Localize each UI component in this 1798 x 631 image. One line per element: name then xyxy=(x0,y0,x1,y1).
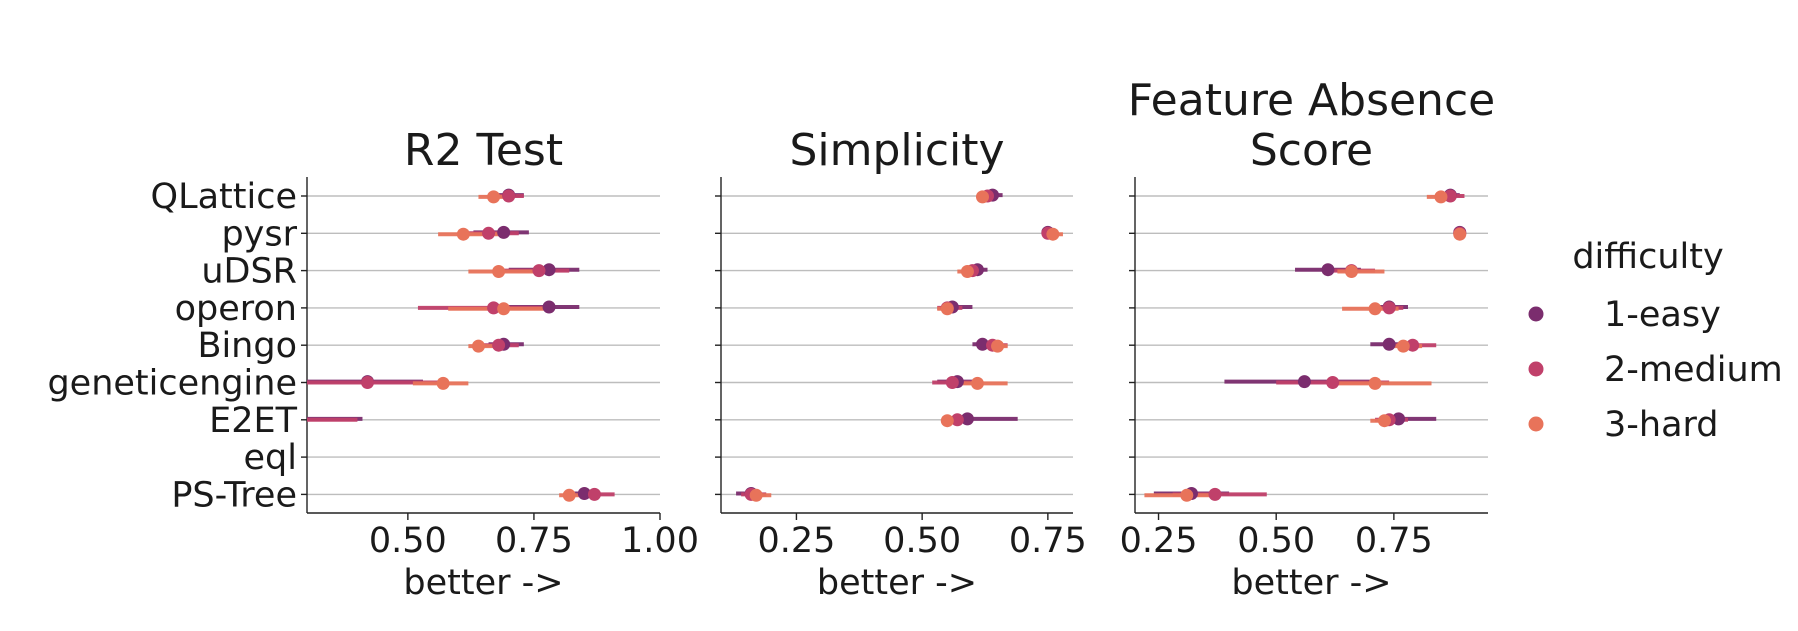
data-point xyxy=(492,338,506,352)
legend-marker xyxy=(1528,306,1544,322)
data-point xyxy=(542,263,556,277)
category-label: PS-Tree xyxy=(171,475,297,515)
category-label: geneticengine xyxy=(47,364,297,404)
data-point xyxy=(436,376,450,390)
panel-title: Score xyxy=(1250,125,1373,176)
data-point xyxy=(749,488,763,502)
legend-marker xyxy=(1528,361,1544,377)
data-point xyxy=(950,413,964,427)
data-point xyxy=(1392,412,1406,426)
x-tick-label: 0.50 xyxy=(369,521,447,561)
data-point xyxy=(1368,376,1382,390)
data-point xyxy=(945,376,959,389)
data-point xyxy=(1382,337,1396,351)
legend-title: difficulty xyxy=(1572,237,1723,277)
data-point xyxy=(1443,189,1457,203)
x-tick-label: 0.75 xyxy=(495,521,573,561)
x-tick-label: 0.75 xyxy=(1009,521,1087,561)
data-point xyxy=(482,226,496,240)
data-point xyxy=(1396,339,1410,353)
x-tick-label: 0.25 xyxy=(757,521,835,561)
data-point xyxy=(1046,227,1060,241)
panel-data xyxy=(1144,188,1467,502)
data-point xyxy=(1326,376,1340,389)
category-label: Bingo xyxy=(197,326,297,366)
legend: difficulty 1-easy 2-medium 3-hard xyxy=(1528,237,1783,445)
panel-1: 0.50 0.75 1.00 better -> R2 Test QLatticepysr… xyxy=(47,125,699,603)
x-tick-label: 0.75 xyxy=(1355,521,1433,561)
panel-title: R2 Test xyxy=(404,125,563,176)
data-point xyxy=(940,414,954,428)
panels: 0.50 0.75 1.00 better -> R2 Test QLatticepysr… xyxy=(47,75,1495,603)
category-label: E2ET xyxy=(209,401,297,441)
data-point xyxy=(970,376,984,390)
category-label: QLattice xyxy=(151,177,297,217)
data-point xyxy=(1180,488,1194,502)
data-point xyxy=(960,412,974,426)
data-point xyxy=(991,339,1005,353)
data-point xyxy=(532,264,546,278)
category-label: pysr xyxy=(221,214,297,254)
data-point xyxy=(361,376,375,389)
panel-title: Feature Absence xyxy=(1128,75,1495,126)
x-axis-label: better -> xyxy=(1231,563,1391,603)
x-axis-label: better -> xyxy=(817,563,977,603)
data-point xyxy=(497,225,511,239)
data-point xyxy=(1406,338,1420,352)
x-axis-label: better -> xyxy=(403,563,563,603)
x-tick-label: 0.50 xyxy=(883,521,961,561)
data-point xyxy=(975,337,989,351)
data-point xyxy=(1321,263,1335,277)
data-point xyxy=(1297,375,1311,389)
data-point xyxy=(1382,301,1396,315)
x-tick-label: 0.50 xyxy=(1237,521,1315,561)
x-tick-label: 0.25 xyxy=(1120,521,1198,561)
category-label: operon xyxy=(175,289,297,329)
data-point xyxy=(487,301,501,315)
legend-label: 1-easy xyxy=(1604,295,1721,335)
data-point xyxy=(502,189,516,203)
data-point xyxy=(975,190,989,204)
legend-label: 3-hard xyxy=(1604,405,1719,445)
data-point xyxy=(587,487,601,501)
data-point xyxy=(1453,227,1467,241)
data-point xyxy=(1434,190,1448,204)
data-point xyxy=(542,300,556,314)
data-point xyxy=(1208,487,1222,501)
data-point xyxy=(940,302,954,316)
data-point xyxy=(1377,414,1391,428)
panel-title: Simplicity xyxy=(789,125,1004,176)
x-tick-label: 1.00 xyxy=(621,521,699,561)
category-label: eql xyxy=(244,438,297,478)
data-point xyxy=(487,190,501,204)
data-point xyxy=(960,265,974,278)
panel-data xyxy=(307,188,615,502)
legend-label: 2-medium xyxy=(1604,350,1783,390)
data-point xyxy=(1368,302,1382,316)
legend-marker xyxy=(1528,416,1544,432)
data-point xyxy=(471,339,485,353)
data-point xyxy=(1345,265,1359,278)
data-point xyxy=(492,265,506,278)
panel-2: 0.25 0.50 0.75 better -> Simplicity xyxy=(715,125,1087,603)
data-point xyxy=(456,227,470,241)
panel-data xyxy=(736,188,1063,502)
category-label: uDSR xyxy=(201,252,297,292)
data-point xyxy=(497,302,511,316)
data-point xyxy=(562,488,576,502)
data-point xyxy=(577,487,591,500)
